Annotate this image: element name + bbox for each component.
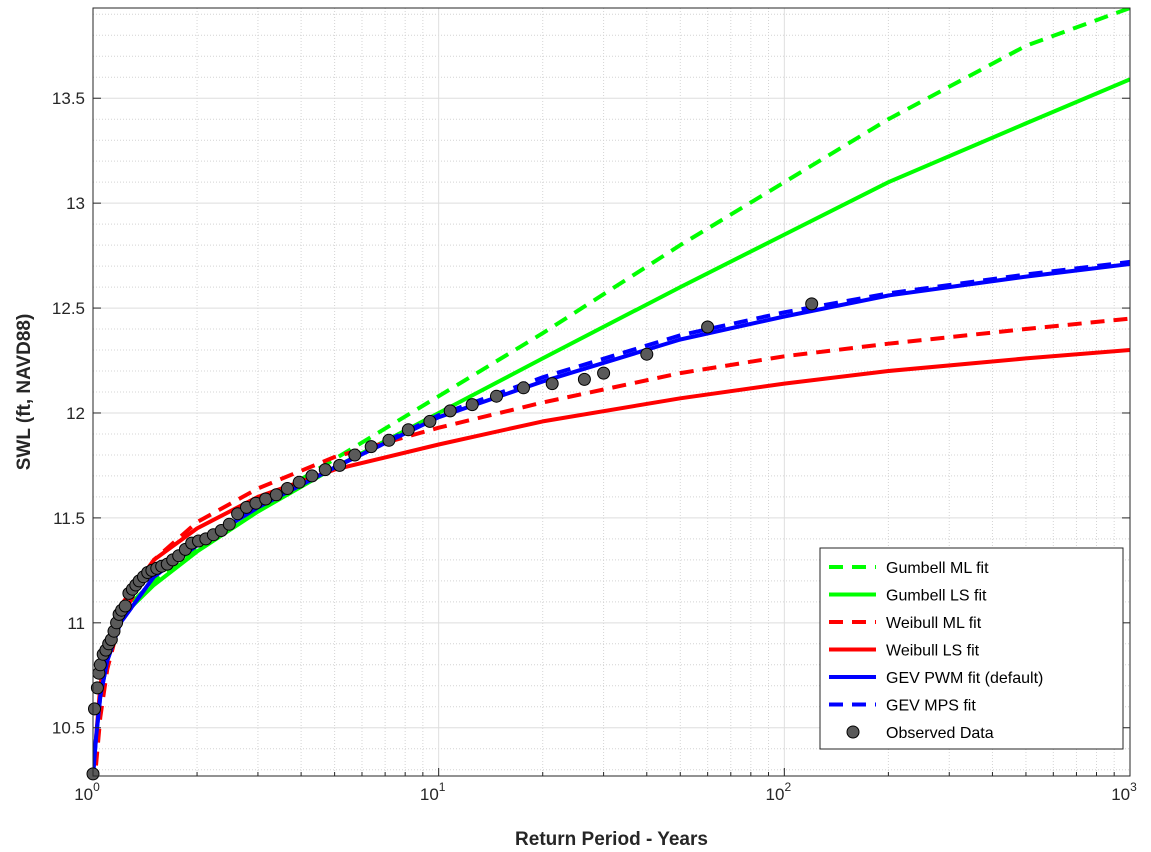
x-axis-label: Return Period - Years: [515, 829, 708, 850]
x-tick-label: 100: [74, 780, 100, 804]
series-line-1: [131, 77, 1130, 608]
x-tick-exponent: 0: [93, 780, 100, 794]
observed-point: [222, 517, 236, 531]
legend-entry-label: GEV PWM fit (default): [886, 670, 1043, 687]
observed-point: [231, 507, 245, 521]
observed-point: [269, 488, 283, 502]
x-tick-base: 10: [74, 785, 93, 804]
legend-marker: [846, 725, 860, 739]
observed-point: [292, 475, 306, 489]
x-tick-exponent: 2: [784, 780, 791, 794]
observed-point: [348, 448, 362, 462]
x-tick-exponent: 3: [1130, 780, 1137, 794]
y-axis-label: SWL (ft, NAVD88): [14, 314, 35, 471]
observed-point: [545, 377, 559, 391]
legend-entry-label: Weibull LS fit: [886, 643, 980, 660]
observed-point: [333, 458, 347, 472]
legend-entry-label: Gumbell LS fit: [886, 588, 987, 605]
x-tick-base: 10: [1111, 785, 1130, 804]
observed-point: [88, 702, 101, 716]
y-tick-label: 11.5: [53, 509, 85, 528]
legend-entry-label: Gumbell ML fit: [886, 560, 989, 577]
legend-entry-label: Observed Data: [886, 725, 994, 742]
y-tick-label: 10.5: [52, 719, 85, 738]
observed-point: [640, 347, 654, 361]
x-tick-label: 102: [766, 780, 792, 804]
y-tick-label: 11: [67, 614, 85, 633]
observed-point: [805, 297, 819, 311]
observed-point: [318, 463, 332, 477]
observed-point: [577, 372, 591, 386]
y-tick-label: 12: [66, 404, 85, 423]
observed-point: [118, 599, 132, 613]
observed-point: [465, 398, 479, 412]
observed-point: [490, 389, 503, 403]
observed-point: [90, 681, 104, 695]
legend-entry-label: Weibull ML fit: [886, 615, 982, 632]
series-line-2: [94, 316, 1130, 766]
observed-point: [401, 423, 415, 437]
legend: Gumbell ML fit Gumbell LS fit Weibull ML f…: [819, 547, 1124, 750]
x-tick-base: 10: [420, 785, 439, 804]
observed-points: [86, 297, 819, 781]
y-tick-label: 13.5: [52, 89, 85, 108]
x-tick-exponent: 1: [439, 780, 446, 794]
x-tick-base: 10: [766, 785, 785, 804]
y-tick-label: 13: [66, 194, 85, 213]
observed-point: [364, 440, 378, 454]
y-tick-label: 12.5: [52, 299, 85, 318]
legend-entry-label: GEV MPS fit: [886, 698, 976, 715]
observed-point: [280, 482, 294, 495]
observed-point: [443, 404, 457, 418]
x-tick-label: 103: [1111, 780, 1137, 804]
observed-point: [701, 320, 715, 334]
observed-point: [423, 414, 437, 428]
observed-point: [382, 433, 396, 447]
axes-frame: [92, 7, 1131, 777]
x-tick-label: 101: [420, 780, 446, 804]
observed-point: [597, 366, 611, 380]
observed-point: [305, 469, 319, 483]
observed-point: [517, 381, 530, 395]
series-line-0: [131, 8, 1130, 604]
